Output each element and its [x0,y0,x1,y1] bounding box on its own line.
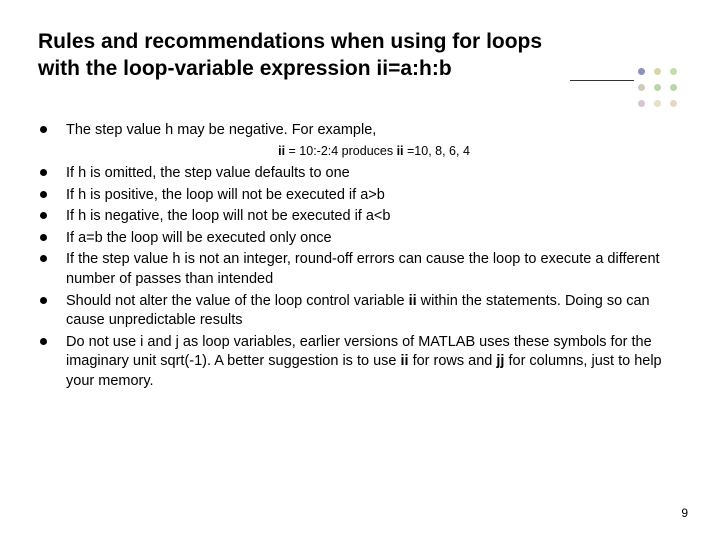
decoration-line [570,80,634,81]
bullet-item: Do not use i and j as loop variables, ea… [38,333,682,392]
decoration-dot [670,68,677,75]
bullet-text: If h is negative, the loop will not be e… [66,208,390,224]
bullet-text: If h is omitted, the step value defaults… [66,165,350,181]
bullet-item: If a=b the loop will be executed only on… [38,229,682,249]
bullet-list: If h is omitted, the step value defaults… [38,164,682,391]
bullet-list: The step value h may be negative. For ex… [38,121,682,141]
note-bold: ii [278,144,285,158]
bullet-item: Should not alter the value of the loop c… [38,292,682,331]
decoration-dot [638,100,645,107]
decoration-dot [654,68,661,75]
note-text: =10, 8, 6, 4 [404,144,470,158]
bullet-item: If h is negative, the loop will not be e… [38,207,682,227]
decoration-dot [638,84,645,91]
bullet-item: The step value h may be negative. For ex… [38,121,682,141]
decoration-dot [638,68,645,75]
title-line-1: Rules and recommendations when using for… [38,30,542,53]
bullet-text: If a=b the loop will be executed only on… [66,230,332,246]
decoration-dot [654,100,661,107]
bullet-text: for rows and [409,353,497,369]
bullet-text: Should not alter the value of the loop c… [66,293,409,309]
note-text: = 10:-2:4 produces [285,144,397,158]
bullet-item: If h is omitted, the step value defaults… [38,164,682,184]
bullet-item: If h is positive, the loop will not be e… [38,186,682,206]
bullet-text: The step value h may be negative. For ex… [66,122,376,138]
bullet-bold: ii [409,293,417,309]
bullet-item: If the step value h is not an integer, r… [38,250,682,289]
title-line-2: with the loop-variable expression ii=a:h… [38,57,452,80]
note-bold: ii [397,144,404,158]
decoration-dot [670,100,677,107]
example-note: ii = 10:-2:4 produces ii =10, 8, 6, 4 [38,144,682,158]
decoration-dot [670,84,677,91]
bullet-text: If the step value h is not an integer, r… [66,251,660,287]
decoration-dot [654,84,661,91]
slide-title: Rules and recommendations when using for… [38,28,598,83]
slide: Rules and recommendations when using for… [0,0,720,540]
bullet-text: If h is positive, the loop will not be e… [66,187,385,203]
bullet-bold: ii [400,353,408,369]
page-number: 9 [681,506,688,520]
